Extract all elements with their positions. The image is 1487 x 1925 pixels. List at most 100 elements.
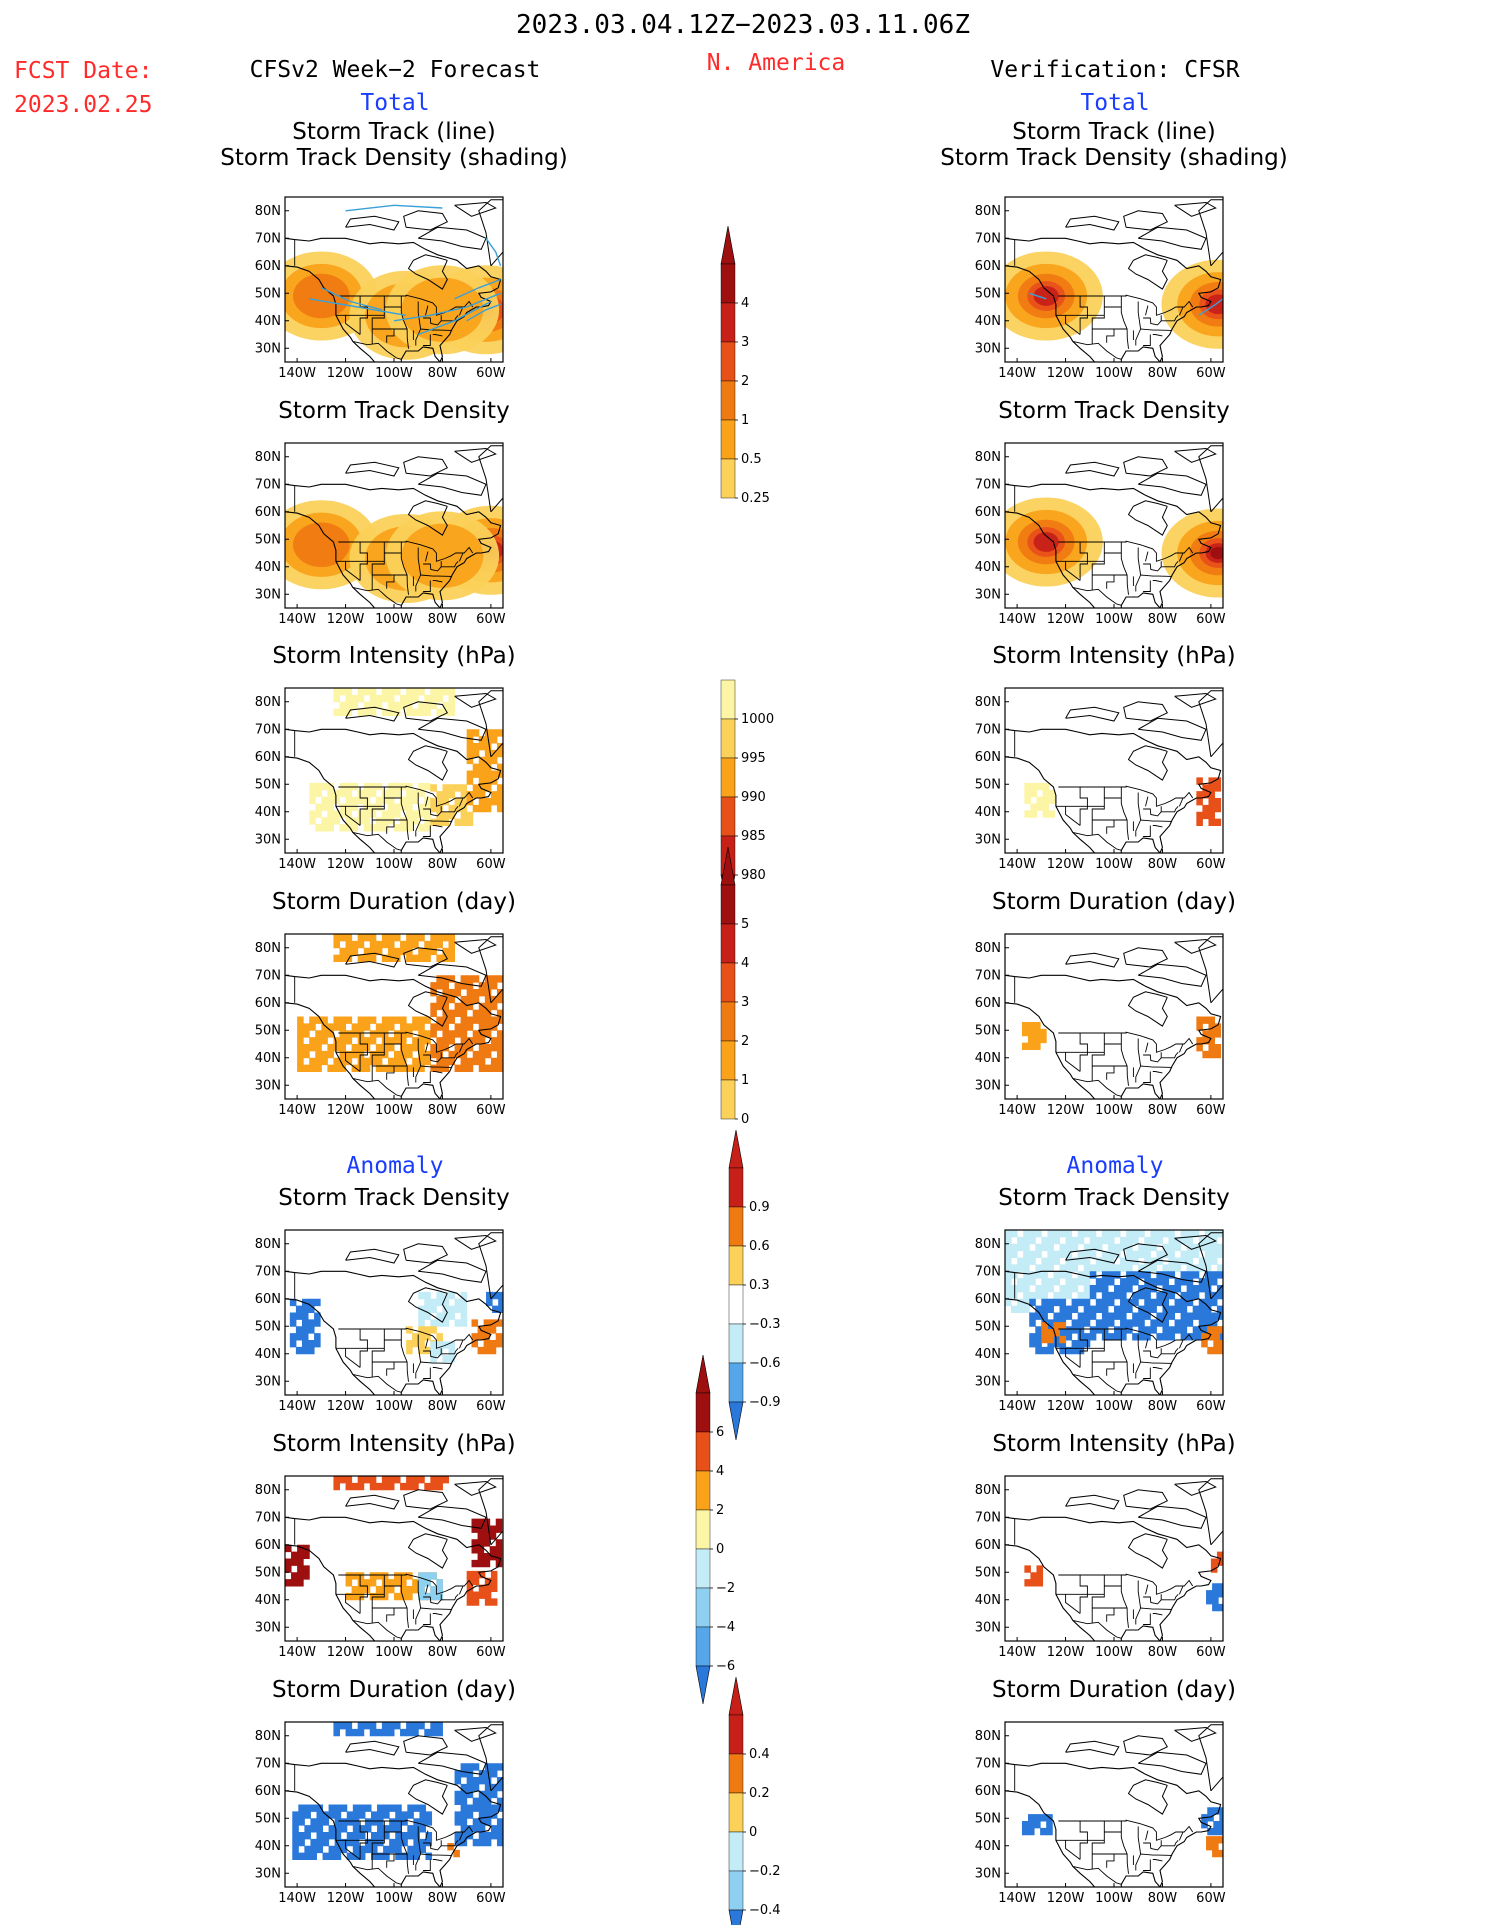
grid-cell (1059, 1250, 1067, 1258)
grid-cell (1029, 1230, 1036, 1238)
grid-cell (424, 1312, 431, 1320)
grid-cell (472, 1783, 480, 1792)
colorbar-cell (728, 1792, 744, 1833)
grid-cell (1213, 1333, 1220, 1341)
grid-cell (387, 1064, 395, 1072)
grid-cell (375, 701, 383, 710)
grid-cell (303, 1050, 310, 1059)
x-tick-label: 80W (1148, 1103, 1178, 1118)
density-contour (401, 523, 484, 588)
grid-cell (418, 708, 425, 716)
grid-cell (478, 1016, 486, 1024)
grid-cell (309, 1016, 316, 1024)
x-tick-label: 140W (998, 366, 1036, 381)
grid-cell (412, 694, 419, 703)
grid-cell (406, 1326, 413, 1334)
grid-cell (363, 1016, 371, 1024)
grid-cell (334, 1852, 342, 1860)
grid-cell (1208, 818, 1216, 826)
grid-cell (289, 1333, 297, 1341)
grid-cell (351, 1044, 359, 1052)
island-outline (454, 447, 497, 463)
grid-cell (448, 934, 456, 942)
state-border (432, 1613, 443, 1616)
y-tick-label: 60N (975, 1538, 1001, 1553)
grid-cell (1101, 1326, 1109, 1334)
grid-cell (297, 1037, 304, 1045)
map-panel-forecast-total-duration: Storm Duration (day)140W 120W 100W 80W 60W80… (255, 889, 516, 1118)
colorbar-cap (728, 1676, 744, 1716)
state-border (420, 1607, 453, 1610)
grid-cell (1208, 804, 1216, 813)
island-outline (1065, 952, 1120, 968)
grid-cell (1047, 1319, 1054, 1327)
grid-cell (1210, 1312, 1218, 1320)
x-tick-label: 120W (1047, 1645, 1085, 1660)
grid-cell (1036, 1572, 1044, 1580)
y-tick-label: 40N (255, 1839, 281, 1854)
grid-cell (418, 1023, 425, 1031)
grid-cell (1034, 1814, 1041, 1822)
grid-cell (310, 1804, 317, 1812)
state-border (1072, 1865, 1122, 1885)
colorbar-label: 3 (741, 995, 749, 1010)
grid-cell (413, 1825, 420, 1833)
grid-cell (339, 810, 347, 818)
grid-cell (1196, 777, 1203, 785)
grid-cell (1144, 1264, 1151, 1272)
colorbar-label: 0.5 (741, 452, 762, 467)
state-border (423, 1367, 431, 1379)
grid-cell (1071, 1264, 1079, 1272)
grid-cell (309, 1037, 316, 1045)
state-border (425, 1338, 429, 1349)
grid-cell (436, 1016, 443, 1024)
grid-cell (419, 1838, 426, 1847)
grid-cell (448, 1341, 456, 1349)
state-border (1143, 1613, 1151, 1625)
map-frame (284, 1475, 504, 1642)
grid-cell (1138, 1271, 1145, 1279)
grid-cell (1162, 1264, 1169, 1272)
island-outline (417, 963, 487, 987)
island-outline (345, 952, 400, 968)
island-outline (1137, 1751, 1207, 1775)
grid-cell (490, 791, 498, 799)
grid-cell (358, 1852, 366, 1860)
grid-cell (430, 982, 437, 990)
grid-cell (1005, 1230, 1012, 1238)
grid-cell (363, 1722, 371, 1730)
y-tick-label: 50N (255, 532, 281, 547)
grid-cell (430, 1002, 437, 1011)
y-tick-label: 70N (975, 231, 1001, 246)
grid-cell (478, 1009, 486, 1017)
grid-cell (401, 1832, 408, 1840)
grid-cell (1047, 1340, 1054, 1348)
grid-cell (394, 1579, 401, 1587)
grid-cell (357, 789, 365, 798)
grid-cell (1029, 1340, 1036, 1348)
grid-cell (1047, 1285, 1054, 1293)
storm-track-line (321, 287, 383, 311)
state-border (423, 580, 431, 592)
grid-cell (430, 1572, 437, 1580)
grid-cell (369, 1728, 377, 1737)
grid-cell (430, 947, 437, 956)
grid-cell (484, 1790, 492, 1799)
grid-cell (1219, 1807, 1223, 1815)
grid-cell (466, 749, 474, 758)
grid-cell (387, 1722, 395, 1730)
grid-cell (412, 1333, 419, 1341)
state-border (1135, 1038, 1142, 1083)
grid-cell (1202, 1037, 1209, 1045)
grid-cell (430, 701, 437, 710)
grid-cell (484, 1591, 492, 1599)
grid-cell (1035, 1243, 1042, 1252)
grid-cell (1059, 1298, 1067, 1307)
x-tick-label: 140W (278, 1891, 316, 1906)
grid-cell (418, 1044, 425, 1052)
grid-cell (478, 1777, 486, 1785)
grid-cell (454, 1305, 462, 1313)
grid-cell (1017, 1257, 1024, 1265)
grid-cell (1053, 1322, 1060, 1330)
grid-cell (430, 1476, 437, 1484)
